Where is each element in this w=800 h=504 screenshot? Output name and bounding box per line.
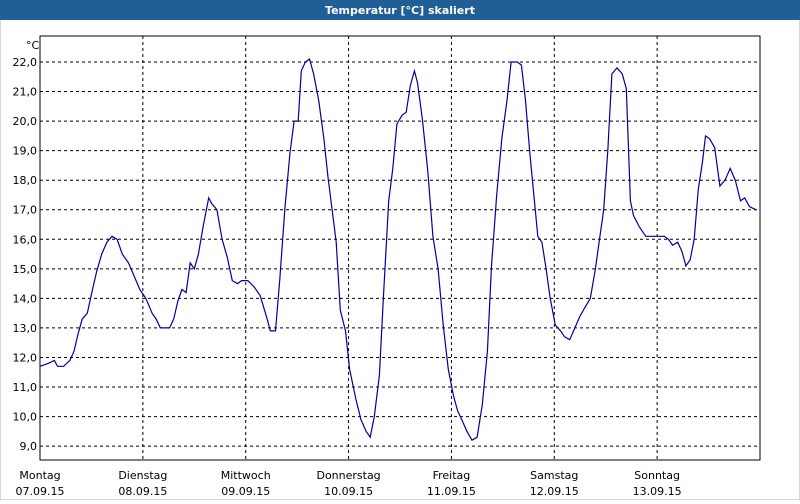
x-tick-date: 08.09.15 (118, 485, 167, 498)
data-line (39, 58, 757, 442)
title-bar (0, 0, 800, 20)
y-tick-label: 10,0 (13, 411, 38, 424)
plot-frame (39, 35, 761, 461)
x-tick-label: Dienstag (118, 469, 167, 482)
x-tick-label: Mittwoch (221, 469, 271, 482)
y-tick-label: 22,0 (13, 56, 38, 69)
x-tick-label: Donnerstag (316, 469, 380, 482)
y-tick-label: 11,0 (13, 381, 38, 394)
y-tick-label: 14,0 (13, 292, 38, 305)
x-tick-date: 11.09.15 (427, 485, 476, 498)
y-tick-label: 20,0 (13, 115, 38, 128)
x-tick-label: Samstag (530, 469, 578, 482)
x-tick-date: 13.09.15 (633, 485, 682, 498)
y-tick-label: 15,0 (13, 263, 38, 276)
y-tick-label: 17,0 (13, 204, 38, 217)
y-tick-label: 12,0 (13, 351, 38, 364)
x-tick-date: 10.09.15 (324, 485, 373, 498)
x-tick-date: 12.09.15 (530, 485, 579, 498)
y-tick-label: 19,0 (13, 145, 38, 158)
y-unit: °C (26, 39, 40, 52)
x-tick-date: 09.09.15 (221, 485, 270, 498)
chart-title: Temperatur [°C] skaliert (325, 4, 475, 17)
y-tick-label: 21,0 (13, 86, 38, 99)
x-tick-label: Freitag (433, 469, 471, 482)
x-tick-label: Sonntag (634, 469, 680, 482)
y-tick-label: 9,0 (20, 440, 38, 453)
y-tick-label: 16,0 (13, 233, 38, 246)
x-tick-date: 07.09.15 (16, 485, 65, 498)
y-tick-label: 18,0 (13, 174, 38, 187)
y-tick-label: 13,0 (13, 322, 38, 335)
x-tick-label: Montag (19, 469, 60, 482)
